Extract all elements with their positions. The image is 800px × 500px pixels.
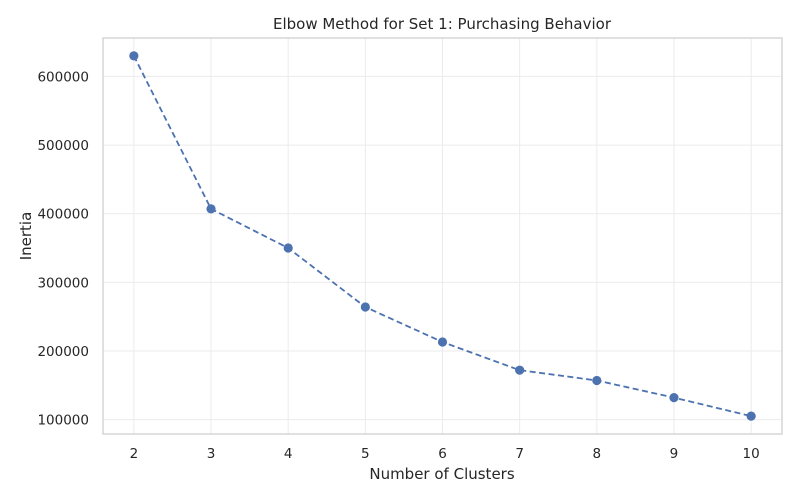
y-axis-ticks: 100000 200000 300000 400000 500000 600000 [37,69,89,428]
data-point [283,243,293,253]
y-tick-label: 200000 [37,344,89,360]
x-tick-label: 3 [207,446,216,462]
data-point [360,302,370,312]
x-tick-label: 10 [743,446,760,462]
y-tick-label: 600000 [37,69,89,85]
x-tick-label: 7 [515,446,524,462]
plot-frame [102,37,783,435]
data-point [592,375,602,386]
y-tick-label: 400000 [37,207,89,223]
inertia-series-points [129,51,756,421]
x-axis-ticks: 2 3 4 5 6 7 8 9 10 [130,446,760,462]
x-tick-label: 6 [438,446,447,462]
data-point [746,411,756,421]
chart-title: Elbow Method for Set 1: Purchasing Behav… [273,15,612,33]
x-tick-label: 5 [361,446,370,462]
data-point [669,393,679,403]
x-tick-label: 8 [593,446,602,462]
data-point [515,365,525,375]
y-tick-label: 100000 [37,413,89,429]
x-tick-label: 4 [284,446,293,462]
data-point [129,51,139,61]
x-tick-label: 2 [130,446,139,462]
y-tick-label: 500000 [37,138,89,154]
grid-lines [103,38,782,434]
data-point [437,337,448,347]
x-axis-label: Number of Clusters [369,465,514,483]
data-point [206,204,216,214]
y-tick-label: 300000 [37,275,89,291]
y-axis-label: Inertia [17,212,35,261]
x-tick-label: 9 [670,446,679,462]
